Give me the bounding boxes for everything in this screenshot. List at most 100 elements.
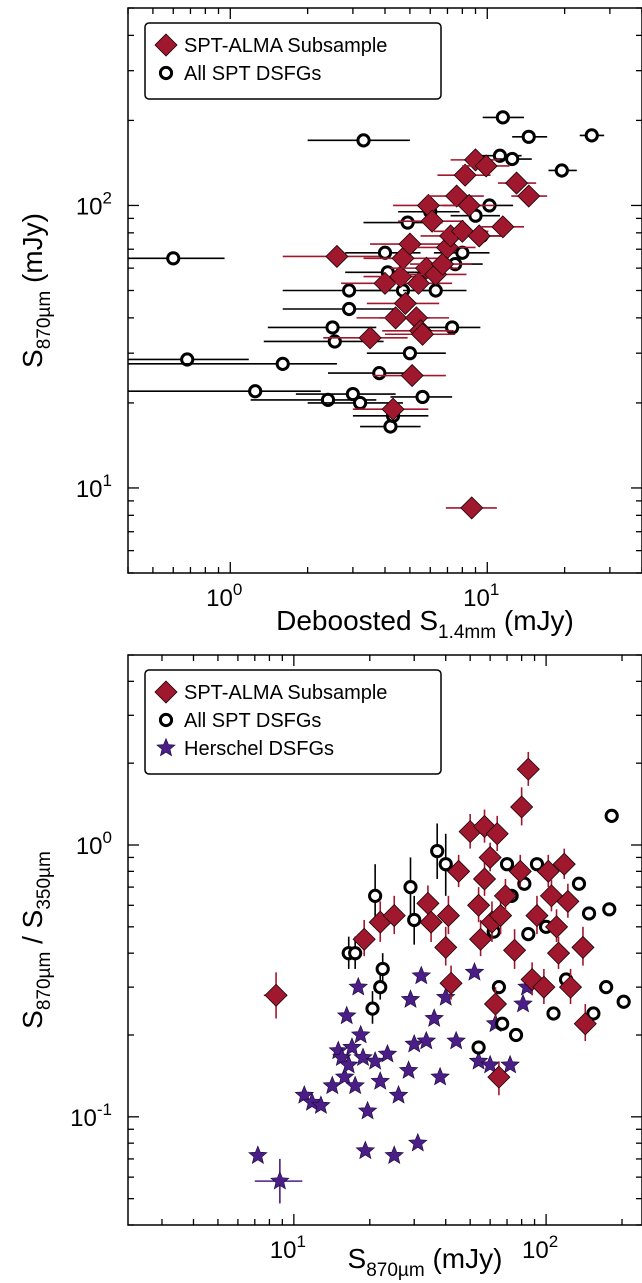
data-point xyxy=(474,154,498,178)
data-point xyxy=(436,904,460,928)
data-point xyxy=(348,946,363,961)
legend: SPT-ALMA Subsample All SPT DSFGs Herschel … xyxy=(144,669,442,775)
legend-marker xyxy=(158,65,174,81)
data-point xyxy=(536,859,560,883)
data-point xyxy=(508,859,532,883)
data-point xyxy=(439,971,463,995)
data-point xyxy=(431,252,455,276)
data-point xyxy=(616,994,631,1009)
data-layer xyxy=(128,110,605,520)
data-point xyxy=(415,389,430,405)
data-point xyxy=(483,992,508,1016)
data-point xyxy=(375,961,390,977)
data-point xyxy=(430,1066,450,1086)
data-point xyxy=(521,927,536,942)
legend-label: All SPT DSFGs xyxy=(184,63,321,85)
data-point xyxy=(521,129,536,144)
data-point xyxy=(264,983,288,1007)
data-point xyxy=(525,904,549,928)
data-point xyxy=(500,1054,520,1074)
axis-ticks xyxy=(127,7,642,574)
data-point xyxy=(373,980,388,995)
x-tick-label: 101 xyxy=(463,580,499,612)
legend-label: SPT-ALMA Subsample xyxy=(184,35,387,57)
data-point xyxy=(447,859,471,883)
legend-marker xyxy=(158,712,174,728)
data-layer xyxy=(248,751,631,1204)
data-point xyxy=(478,845,502,870)
y-tick-label: 100 xyxy=(76,828,112,860)
data-point xyxy=(503,938,527,962)
series-spt-alma-subsample xyxy=(282,148,548,520)
data-point xyxy=(467,224,491,248)
data-point xyxy=(420,209,444,233)
data-point xyxy=(352,927,376,951)
x-tick-label: 101 xyxy=(270,1232,306,1264)
legend: SPT-ALMA Subsample All SPT DSFGs xyxy=(144,22,442,100)
data-point xyxy=(546,941,571,965)
data-point xyxy=(400,363,424,388)
legend-marker xyxy=(154,33,178,57)
data-point xyxy=(322,1075,343,1095)
data-point xyxy=(450,219,474,243)
x-axis-label: Deboosted S1.4mm (mJy) xyxy=(276,605,574,643)
data-point xyxy=(424,1008,444,1027)
data-point xyxy=(480,1054,500,1074)
data-point xyxy=(428,283,443,298)
data-point xyxy=(602,902,617,917)
data-point xyxy=(166,251,181,266)
data-point xyxy=(419,910,443,934)
data-point xyxy=(504,171,529,195)
plot-frame xyxy=(127,654,642,1226)
data-point xyxy=(400,215,415,230)
axis-ticks xyxy=(128,654,642,1226)
data-point xyxy=(408,1132,428,1152)
data-point xyxy=(571,876,587,891)
data-point xyxy=(495,1016,510,1031)
data-point xyxy=(327,334,342,349)
data-point xyxy=(604,808,619,823)
data-point xyxy=(430,843,445,859)
data-point xyxy=(546,1006,561,1021)
data-point xyxy=(505,151,520,167)
data-point xyxy=(508,1027,524,1043)
data-point xyxy=(334,1066,355,1086)
data-point xyxy=(325,320,340,335)
data-point xyxy=(463,148,488,172)
data-point xyxy=(325,244,349,269)
data-point xyxy=(554,163,569,178)
data-point xyxy=(342,1037,362,1056)
data-point xyxy=(357,1100,378,1120)
data-point xyxy=(350,1024,371,1044)
data-point xyxy=(467,893,491,917)
data-point xyxy=(499,857,515,872)
data-point xyxy=(468,1051,489,1070)
data-point xyxy=(358,326,382,350)
data-point xyxy=(398,232,422,256)
data-point xyxy=(552,852,576,876)
y-tick-label: 10-1 xyxy=(70,1100,112,1132)
data-point xyxy=(348,976,369,996)
legend-marker xyxy=(156,737,176,757)
y-tick-label: 102 xyxy=(76,188,112,220)
data-point xyxy=(404,1033,425,1053)
data-point xyxy=(584,128,599,143)
data-point xyxy=(453,163,477,187)
data-point xyxy=(368,888,383,903)
data-point xyxy=(529,857,545,872)
data-point xyxy=(388,1084,409,1104)
data-point xyxy=(434,935,458,959)
data-point xyxy=(410,322,435,346)
data-point xyxy=(377,245,393,260)
legend-label: Herschel DSFGs xyxy=(184,738,334,760)
data-point xyxy=(487,1065,511,1089)
legend-box xyxy=(144,22,442,100)
data-point xyxy=(342,283,357,298)
y-tick-label: 101 xyxy=(76,471,112,503)
data-point xyxy=(356,133,371,148)
data-point xyxy=(248,1145,268,1164)
data-point xyxy=(345,386,360,402)
data-point xyxy=(599,980,614,995)
data-point xyxy=(573,1012,597,1036)
